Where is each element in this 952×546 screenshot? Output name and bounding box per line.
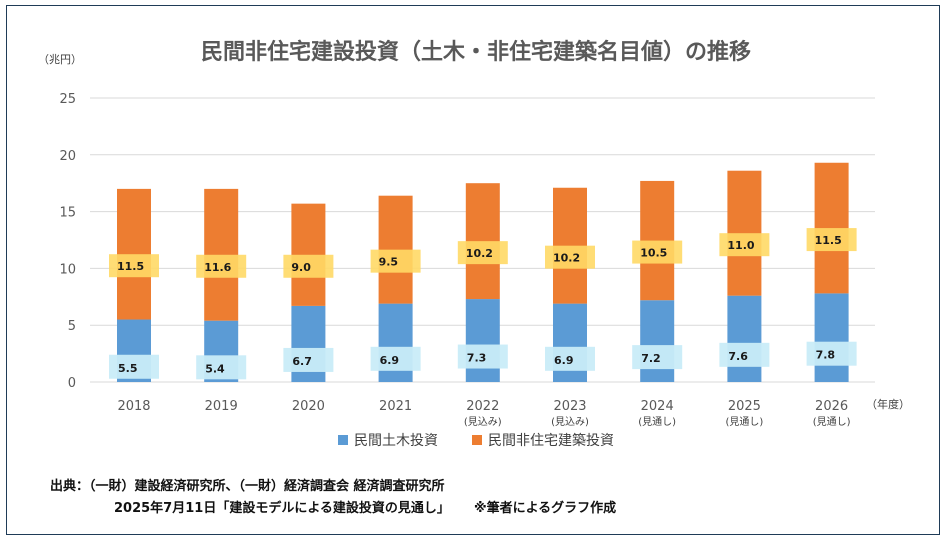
x-tick-label: 2018 [117, 399, 150, 414]
y-tick-label: 0 [68, 376, 76, 391]
data-label-nonres: 10.2 [466, 247, 493, 260]
data-label-box-civil [370, 346, 421, 371]
data-label-box-nonres [457, 241, 508, 265]
data-label-box-nonres [806, 228, 857, 252]
data-label-civil: 5.5 [118, 362, 138, 375]
data-label-box-nonres [196, 254, 247, 278]
data-label-nonres: 10.2 [553, 252, 580, 265]
source-author-note: ※筆者によるグラフ作成 [473, 501, 617, 516]
x-tick-label: 2023 [553, 399, 586, 414]
data-label-nonres: 11.6 [204, 261, 231, 274]
legend-item-civil: 民間土木投資 [338, 430, 438, 450]
data-label-box-nonres [545, 245, 595, 269]
x-tick-note: (見込み) [551, 416, 589, 428]
data-label-civil: 6.7 [292, 355, 312, 368]
data-label-box-nonres [719, 233, 770, 257]
legend-swatch-civil [338, 435, 348, 445]
x-tick-note: (見込み) [464, 416, 502, 428]
bar-nonres [727, 170, 762, 296]
x-tick-note: (見通し) [638, 416, 676, 428]
x-axis-unit: （年度） [866, 398, 910, 411]
data-label-box-civil [545, 346, 595, 371]
y-tick-label: 15 [59, 206, 76, 221]
x-tick-note: (見通し) [725, 416, 763, 428]
x-tick-label: 2020 [292, 399, 325, 414]
data-label-box-civil [806, 341, 857, 366]
data-label-box-civil [632, 345, 683, 370]
data-label-civil: 7.3 [467, 352, 487, 365]
data-label-civil: 7.2 [641, 352, 661, 365]
x-tick-note: (見通し) [813, 416, 851, 428]
source-line-2: 2025年7月11日「建設モデルによる建設投資の見通し」 ※筆者によるグラフ作成 [50, 498, 616, 520]
bar-civil [465, 299, 500, 382]
bar-civil [727, 295, 762, 382]
source-line-1: 出典：（一財）建設経済研究所、（一財）経済調査会 経済調査研究所 [50, 479, 445, 494]
legend-label-nonres: 民間非住宅建築投資 [488, 433, 614, 449]
data-label-nonres: 9.5 [379, 256, 399, 269]
y-axis-unit: （兆円） [38, 53, 82, 66]
data-label-civil: 5.4 [205, 362, 225, 375]
x-tick-label: 2022 [466, 399, 499, 414]
y-tick-label: 25 [59, 92, 76, 107]
data-label-nonres: 10.5 [640, 247, 667, 260]
legend-label-civil: 民間土木投資 [354, 433, 438, 449]
bar-nonres [814, 162, 849, 294]
source-publication: 2025年7月11日「建設モデルによる建設投資の見通し」 [114, 501, 450, 516]
chart-title: 民間非住宅建設投資（土木・非住宅建築名目値）の推移 [200, 40, 751, 65]
source-note: 出典：（一財）建設経済研究所、（一財）経済調査会 経済調査研究所 2025年7月… [50, 476, 616, 520]
legend-item-nonres: 民間非住宅建築投資 [472, 430, 614, 450]
x-tick-label: 2019 [205, 399, 238, 414]
data-label-nonres: 9.0 [291, 261, 311, 274]
bar-nonres [465, 183, 500, 300]
legend-swatch-nonres [472, 435, 482, 445]
data-label-box-civil [457, 344, 508, 369]
data-label-box-civil [719, 342, 770, 367]
data-label-nonres: 11.0 [727, 239, 754, 252]
data-label-box-nonres [109, 254, 159, 278]
x-tick-label: 2021 [379, 399, 412, 414]
data-label-civil: 7.6 [728, 350, 748, 363]
y-tick-label: 10 [59, 262, 76, 277]
data-label-box-nonres [632, 240, 683, 264]
data-label-box-civil [196, 355, 247, 380]
data-label-box-civil [283, 347, 334, 372]
data-label-box-civil [109, 354, 159, 379]
bar-civil [814, 293, 849, 382]
data-label-civil: 6.9 [380, 354, 400, 367]
legend: 民間土木投資 民間非住宅建築投資 [0, 430, 952, 450]
x-tick-label: 2026 [815, 399, 848, 414]
data-label-nonres: 11.5 [117, 260, 144, 273]
x-tick-label: 2025 [728, 399, 761, 414]
x-tick-label: 2024 [641, 399, 674, 414]
y-tick-label: 20 [59, 149, 76, 164]
data-label-box-nonres [370, 249, 421, 273]
data-label-civil: 6.9 [554, 354, 574, 367]
bar-civil [640, 300, 675, 382]
data-label-nonres: 11.5 [815, 234, 842, 247]
data-label-box-nonres [283, 254, 334, 278]
data-label-civil: 7.8 [816, 349, 836, 362]
y-tick-label: 5 [68, 319, 76, 334]
